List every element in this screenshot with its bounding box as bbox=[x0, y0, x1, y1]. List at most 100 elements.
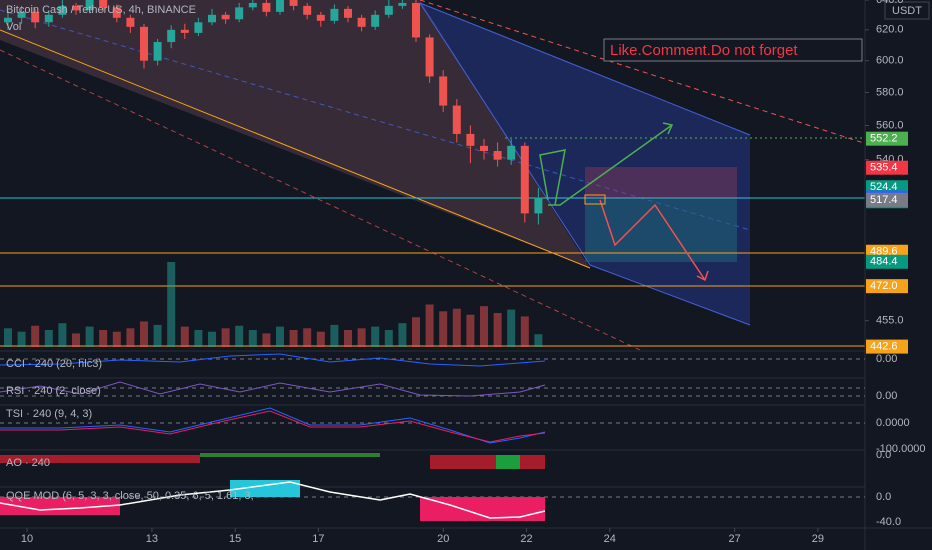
volume-bar bbox=[180, 326, 189, 347]
candle-body bbox=[208, 14, 216, 23]
indicator-scale: 0.00 bbox=[876, 390, 897, 402]
volume-bar bbox=[357, 328, 366, 347]
price-tag bbox=[866, 279, 908, 294]
volume-bar bbox=[330, 324, 339, 347]
qqe-bars bbox=[0, 497, 120, 515]
volume-bar bbox=[344, 330, 352, 347]
candle-body bbox=[221, 14, 230, 20]
candle-body bbox=[520, 145, 529, 214]
y-tick-label: 580.0 bbox=[876, 86, 904, 98]
y-tick-label: 620.0 bbox=[876, 24, 904, 36]
volume-bar bbox=[398, 323, 407, 347]
candle-body bbox=[412, 2, 420, 38]
price-tag-label: 517.4 bbox=[870, 194, 898, 206]
arrow-head bbox=[662, 122, 674, 135]
price-tag-label: 535.4 bbox=[870, 162, 898, 174]
candle-body bbox=[384, 5, 393, 15]
indicator-scale: 0.0000 bbox=[876, 417, 910, 429]
indicator-name: RSI · 240 (2, close) bbox=[6, 385, 101, 397]
volume-bar bbox=[384, 330, 393, 347]
candle-body bbox=[44, 14, 53, 23]
volume-bar bbox=[493, 313, 502, 347]
candle-body bbox=[303, 5, 312, 15]
volume-bar bbox=[72, 333, 80, 347]
volume-bar bbox=[303, 328, 312, 347]
x-tick-label: 10 bbox=[21, 533, 33, 545]
ao-bars bbox=[200, 453, 380, 457]
symbol: Bitcoin Cash / TetherUS, 4h, BINANCE bbox=[6, 4, 196, 16]
volume-bar bbox=[167, 262, 176, 347]
candle-body bbox=[276, 0, 284, 12]
candle-body bbox=[493, 151, 502, 160]
volume-bar bbox=[262, 333, 271, 347]
volume-bar bbox=[85, 326, 94, 347]
volume-bar bbox=[221, 328, 230, 347]
candle-body bbox=[31, 11, 40, 23]
x-tick-label: 27 bbox=[729, 533, 741, 545]
x-tick-label: 24 bbox=[604, 533, 616, 545]
price-tag-label: 442.6 bbox=[870, 341, 898, 353]
ao-bars bbox=[430, 455, 545, 469]
volume-bar bbox=[439, 311, 448, 347]
volume-label: Vol bbox=[6, 21, 21, 33]
volume-bar bbox=[44, 330, 53, 347]
candle-body bbox=[289, 0, 298, 6]
price-tag bbox=[866, 339, 908, 354]
volume-bar bbox=[520, 316, 529, 347]
annotation: Like.Comment.Do not forget bbox=[610, 42, 798, 59]
candle-body bbox=[507, 145, 516, 160]
currency-box bbox=[884, 1, 930, 20]
volume-bar bbox=[99, 330, 108, 347]
channel-bottom bbox=[589, 264, 751, 326]
price-tag-label: 524.4 bbox=[870, 181, 898, 193]
indicator-name: QQE MOD (6, 5, 3, 3, close, 50, 0.35, 6,… bbox=[6, 490, 254, 502]
y-tick-label: 600.0 bbox=[876, 55, 904, 67]
indicator-scale: -40.0 bbox=[876, 516, 901, 528]
candle-body bbox=[262, 2, 271, 12]
x-tick-label: 17 bbox=[312, 533, 324, 545]
volume-bar bbox=[17, 331, 26, 347]
candle-body bbox=[330, 8, 339, 21]
price-tag bbox=[866, 192, 908, 207]
candle-body bbox=[72, 5, 80, 11]
candle-body bbox=[534, 197, 543, 214]
candle-body bbox=[316, 14, 325, 21]
annotation-box bbox=[603, 38, 863, 62]
box bbox=[584, 194, 606, 205]
candle-body bbox=[248, 2, 257, 8]
candle-body bbox=[398, 2, 407, 6]
ao-bars bbox=[496, 455, 520, 469]
candle-body bbox=[58, 5, 67, 15]
candles bbox=[4, 0, 543, 347]
volume-bar bbox=[208, 331, 216, 347]
dashed-line bbox=[0, 49, 641, 350]
candle-body bbox=[439, 76, 448, 106]
volume-bar bbox=[276, 326, 284, 347]
volume-bar bbox=[480, 306, 488, 347]
candle-body bbox=[85, 0, 94, 11]
volume-bar bbox=[126, 328, 135, 347]
price-tag-label: 552.2 bbox=[870, 133, 898, 145]
candle-body bbox=[153, 42, 162, 61]
volume-bar bbox=[412, 317, 420, 347]
candle-body bbox=[425, 37, 434, 77]
qqe-bars bbox=[420, 497, 545, 521]
price-tag bbox=[866, 160, 908, 175]
stop-zone bbox=[585, 167, 737, 200]
price-tag-label: 489.6 bbox=[870, 246, 898, 258]
candle-body bbox=[344, 8, 352, 18]
price-tag bbox=[866, 254, 908, 269]
volume-bar bbox=[112, 331, 121, 347]
channel-left bbox=[419, 2, 591, 266]
volume-bar bbox=[425, 304, 434, 347]
ao-bars bbox=[0, 455, 200, 463]
dashed-line bbox=[0, 9, 751, 231]
volume-bar bbox=[153, 324, 162, 347]
tsi-line bbox=[0, 407, 546, 444]
indicator-scale: 0.0 bbox=[876, 491, 891, 503]
candle-body bbox=[452, 105, 461, 134]
volume-bar bbox=[4, 328, 12, 347]
volume-bar bbox=[289, 330, 298, 347]
x-tick-label: 20 bbox=[437, 533, 449, 545]
